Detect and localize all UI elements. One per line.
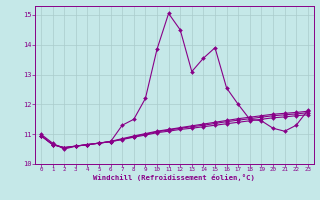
X-axis label: Windchill (Refroidissement éolien,°C): Windchill (Refroidissement éolien,°C) [93,174,255,181]
